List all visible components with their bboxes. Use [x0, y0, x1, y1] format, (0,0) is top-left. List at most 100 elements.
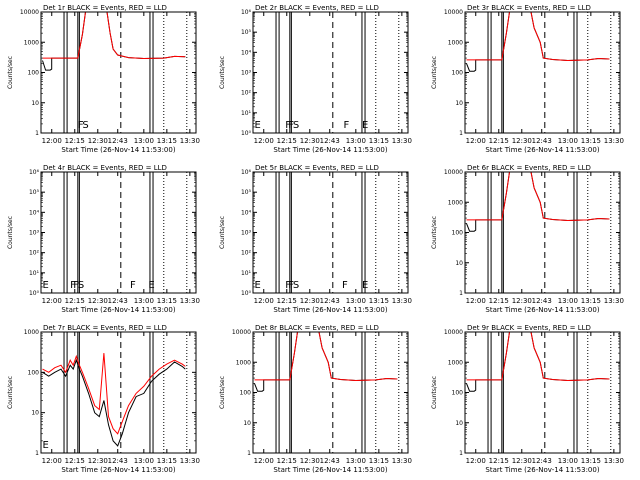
y-tick-label: 100	[452, 70, 464, 77]
interval-letter: E	[255, 280, 261, 291]
x-tick-label: 12:30	[512, 137, 532, 145]
y-tick-label: 1000	[448, 199, 463, 206]
y-tick-label: 10	[455, 420, 463, 427]
interval-letter: S	[82, 120, 88, 131]
x-tick-label: 13:30	[392, 297, 412, 305]
x-tick-label: 12:43	[532, 297, 552, 305]
x-tick-label: 12:15	[277, 297, 297, 305]
y-axis-label: Counts/sec	[431, 376, 438, 409]
y-tick-label: 1000	[448, 39, 463, 46]
y-tick-label: 10	[243, 420, 251, 427]
y-tick-label: 10¹	[241, 110, 252, 117]
x-tick-label: 12:30	[512, 457, 532, 465]
x-tick-label: 13:15	[581, 137, 601, 145]
x-tick-label: 12:15	[65, 297, 85, 305]
y-tick-label: 10³	[241, 70, 252, 77]
y-tick-label: 10⁰	[241, 290, 252, 297]
x-tick-label: 13:00	[558, 297, 578, 305]
x-axis-label: Start Time (26-Nov-14 11:53:00)	[273, 306, 387, 314]
panel-title: Det 9r BLACK = Events, RED = LLD	[467, 324, 591, 332]
y-tick-label: 1	[35, 130, 39, 137]
y-axis-label: Counts/sec	[7, 216, 14, 249]
interval-letter: F	[285, 280, 291, 291]
panel-title: Det 6r BLACK = Events, RED = LLD	[467, 164, 591, 172]
x-tick-label: 13:00	[558, 137, 578, 145]
y-tick-label: 10²	[29, 250, 40, 257]
x-tick-label: 12:30	[300, 137, 320, 145]
y-tick-label: 1	[459, 290, 463, 297]
x-tick-label: 13:00	[134, 457, 154, 465]
series-lld-line	[466, 11, 610, 62]
y-tick-label: 10000	[232, 329, 251, 336]
series-lld-line	[254, 331, 398, 382]
x-tick-label: 12:15	[277, 457, 297, 465]
x-tick-label: 12:15	[489, 457, 509, 465]
interval-letter: E	[43, 280, 49, 291]
interval-letter: F	[342, 280, 348, 291]
interval-letter: E	[255, 120, 261, 131]
x-axis-label: Start Time (26-Nov-14 11:53:00)	[273, 146, 387, 154]
y-tick-label: 1000	[236, 359, 251, 366]
panel-title: Det 3r BLACK = Events, RED = LLD	[467, 4, 591, 12]
y-axis-label: Counts/sec	[7, 376, 14, 409]
x-tick-label: 12:00	[254, 457, 274, 465]
x-axis-label: Start Time (26-Nov-14 11:53:00)	[485, 466, 599, 474]
y-tick-label: 1000	[448, 359, 463, 366]
y-tick-label: 1000	[24, 329, 39, 336]
y-tick-label: 10⁰	[29, 290, 40, 297]
x-tick-label: 12:43	[108, 137, 128, 145]
x-tick-label: 13:30	[180, 457, 200, 465]
x-tick-label: 12:43	[320, 457, 340, 465]
panel-det-6: Det 6r BLACK = Events, RED = LLD 1 10 100 10…	[431, 164, 624, 314]
x-tick-label: 13:15	[369, 457, 389, 465]
series-lld-line	[466, 171, 610, 222]
x-axis-label: Start Time (26-Nov-14 11:53:00)	[273, 466, 387, 474]
x-axis-label: Start Time (26-Nov-14 11:53:00)	[61, 466, 175, 474]
y-axis-label: Counts/sec	[7, 56, 14, 89]
y-tick-label: 1	[247, 450, 251, 457]
x-tick-label: 13:00	[134, 297, 154, 305]
x-tick-label: 13:15	[157, 137, 177, 145]
y-axis-label: Counts/sec	[431, 56, 438, 89]
y-tick-label: 1	[459, 450, 463, 457]
x-tick-label: 13:00	[346, 297, 366, 305]
y-tick-label: 10	[455, 100, 463, 107]
x-tick-label: 12:43	[320, 137, 340, 145]
y-tick-label: 10⁶	[241, 9, 252, 16]
y-axis-label: Counts/sec	[219, 376, 226, 409]
x-tick-label: 12:00	[466, 297, 486, 305]
x-tick-label: 12:43	[108, 297, 128, 305]
interval-letter: E	[362, 120, 368, 131]
x-tick-label: 12:15	[489, 137, 509, 145]
x-tick-label: 12:15	[489, 297, 509, 305]
y-axis-label: Counts/sec	[219, 216, 226, 249]
x-axis-label: Start Time (26-Nov-14 11:53:00)	[61, 306, 175, 314]
x-tick-label: 12:00	[466, 457, 486, 465]
x-tick-label: 12:43	[320, 297, 340, 305]
x-tick-label: 13:15	[581, 297, 601, 305]
x-tick-label: 13:00	[346, 457, 366, 465]
x-tick-label: 12:43	[108, 457, 128, 465]
panel-title: Det 5r BLACK = Events, RED = LLD	[255, 164, 379, 172]
y-tick-label: 10⁵	[29, 189, 40, 196]
x-tick-label: 13:15	[157, 457, 177, 465]
x-tick-label: 12:30	[88, 137, 108, 145]
interval-letter: F	[70, 280, 76, 291]
panel-det-7: Det 7r BLACK = Events, RED = LLD E1 10 100 1…	[7, 324, 200, 474]
x-tick-label: 12:15	[65, 457, 85, 465]
y-tick-label: 10	[31, 410, 39, 417]
x-tick-label: 13:30	[392, 457, 412, 465]
interval-letter: E	[362, 280, 368, 291]
y-tick-label: 10⁵	[241, 189, 252, 196]
interval-letter: S	[293, 280, 299, 291]
y-tick-label: 10²	[241, 250, 252, 257]
y-tick-label: 1000	[24, 39, 39, 46]
y-tick-label: 10000	[444, 169, 463, 176]
x-tick-label: 13:00	[134, 137, 154, 145]
y-tick-label: 10⁶	[29, 169, 40, 176]
x-tick-label: 12:43	[532, 457, 552, 465]
y-tick-label: 1	[459, 130, 463, 137]
y-tick-label: 10²	[241, 90, 252, 97]
